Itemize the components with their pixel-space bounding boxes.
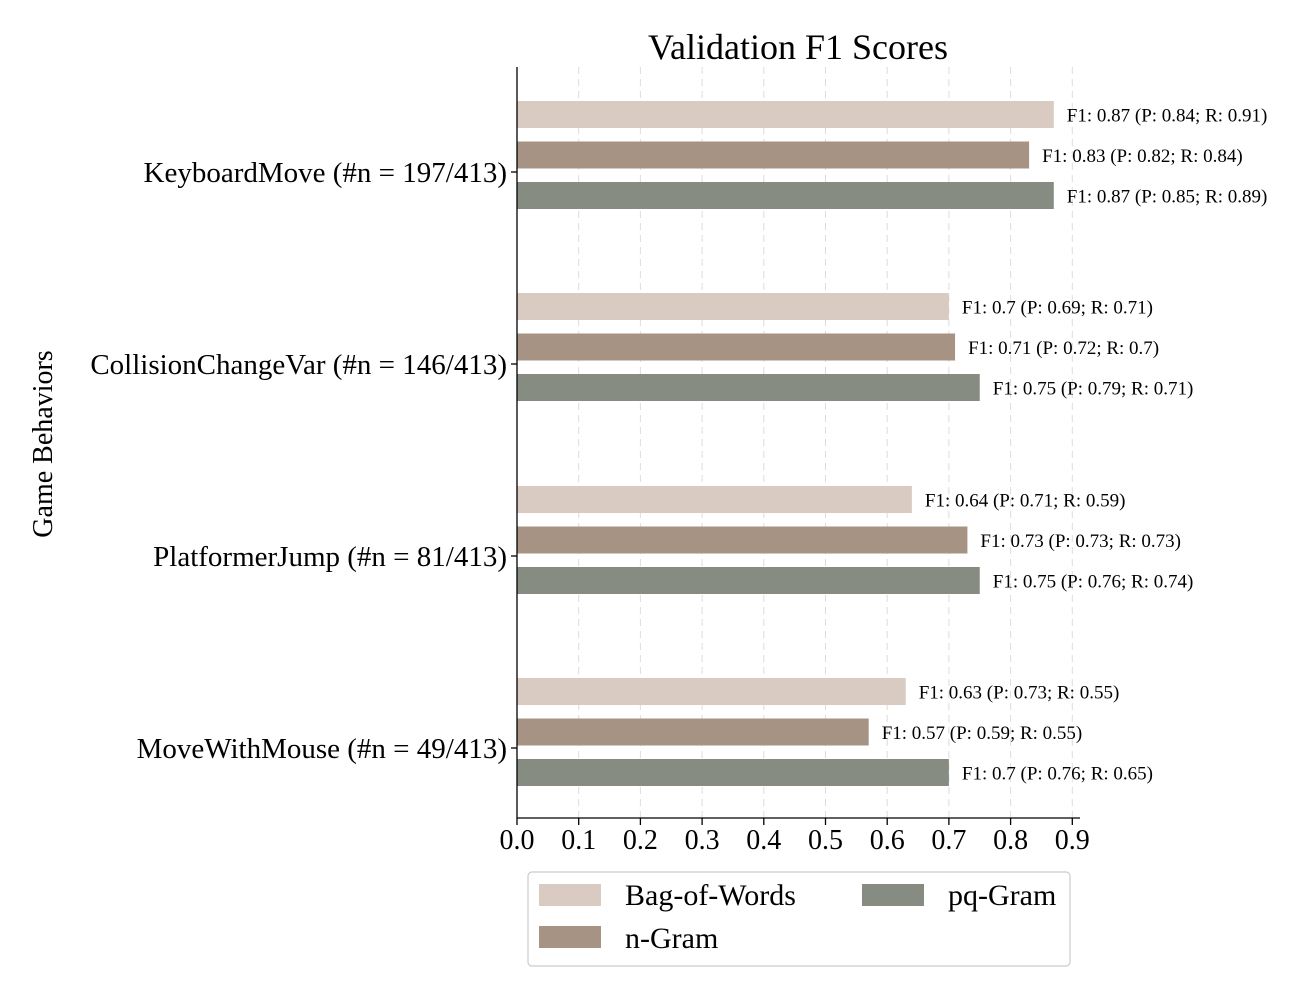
x-tick-label: 0.8 bbox=[993, 825, 1028, 856]
x-tick-label: 0.7 bbox=[931, 825, 966, 856]
x-tick-label: 0.2 bbox=[623, 825, 658, 856]
x-tick-label: 0.5 bbox=[808, 825, 843, 856]
bar-pq-gram-platformerjump bbox=[517, 567, 980, 594]
bar-value-label: F1: 0.75 (P: 0.76; R: 0.74) bbox=[993, 572, 1194, 593]
bar-value-label: F1: 0.71 (P: 0.72; R: 0.7) bbox=[968, 338, 1159, 359]
bar-value-label: F1: 0.7 (P: 0.76; R: 0.65) bbox=[962, 764, 1153, 785]
bar-bag-of-words-platformerjump bbox=[517, 486, 912, 513]
y-axis-label: Game Behaviors bbox=[28, 350, 59, 537]
bars bbox=[517, 101, 1054, 786]
bar-value-label: F1: 0.73 (P: 0.73; R: 0.73) bbox=[980, 531, 1181, 552]
legend-swatch-bag-of-words bbox=[539, 884, 601, 906]
x-tick-label: 0.1 bbox=[561, 825, 596, 856]
bar-pq-gram-keyboardmove bbox=[517, 182, 1054, 209]
x-tick-label: 0.4 bbox=[746, 825, 781, 856]
grid-lines bbox=[578, 67, 1073, 818]
legend: Bag-of-Words n-Gram pq-Gram bbox=[527, 871, 1071, 967]
bar-bag-of-words-movewithmouse bbox=[517, 678, 906, 705]
bar-value-label: F1: 0.7 (P: 0.69; R: 0.71) bbox=[962, 298, 1153, 319]
bar-bag-of-words-keyboardmove bbox=[517, 101, 1054, 128]
x-axis-ticks: 0.0 0.1 0.2 0.3 0.4 0.5 0.6 0.7 0.8 0.9 bbox=[500, 818, 1090, 856]
bar-value-label: F1: 0.83 (P: 0.82; R: 0.84) bbox=[1042, 146, 1243, 167]
category-label-collisionchangevar: CollisionChangeVar (#n = 146/413) bbox=[90, 349, 507, 381]
x-tick-label: 0.6 bbox=[870, 825, 905, 856]
x-tick-label: 0.3 bbox=[685, 825, 720, 856]
legend-label-n-gram: n-Gram bbox=[625, 922, 718, 955]
legend-label-pq-gram: pq-Gram bbox=[948, 879, 1056, 912]
bar-n-gram-platformerjump bbox=[517, 526, 968, 554]
chart-title: Validation F1 Scores bbox=[648, 27, 948, 67]
category-label-keyboardmove: KeyboardMove (#n = 197/413) bbox=[144, 157, 507, 189]
axes bbox=[516, 67, 1080, 819]
bar-value-label: F1: 0.87 (P: 0.85; R: 0.89) bbox=[1067, 187, 1268, 208]
bar-value-labels: F1: 0.87 (P: 0.84; R: 0.91) F1: 0.7 (P: 0… bbox=[882, 106, 1268, 785]
bar-value-label: F1: 0.87 (P: 0.84; R: 0.91) bbox=[1067, 106, 1268, 127]
bar-value-label: F1: 0.75 (P: 0.79; R: 0.71) bbox=[993, 379, 1194, 400]
bar-value-label: F1: 0.64 (P: 0.71; R: 0.59) bbox=[925, 491, 1126, 512]
category-label-movewithmouse: MoveWithMouse (#n = 49/413) bbox=[137, 733, 507, 765]
bar-n-gram-movewithmouse bbox=[517, 718, 869, 746]
legend-box bbox=[527, 871, 1071, 967]
bar-value-label: F1: 0.63 (P: 0.73; R: 0.55) bbox=[919, 683, 1120, 704]
bar-pq-gram-collisionchangevar bbox=[517, 374, 980, 401]
bar-n-gram-keyboardmove bbox=[517, 141, 1030, 169]
x-tick-label: 0.0 bbox=[500, 825, 535, 856]
category-labels: KeyboardMove (#n = 197/413) CollisionChan… bbox=[90, 157, 517, 765]
legend-label-bag-of-words: Bag-of-Words bbox=[625, 879, 796, 912]
bar-n-gram-collisionchangevar bbox=[517, 333, 956, 361]
category-label-platformerjump: PlatformerJump (#n = 81/413) bbox=[153, 541, 507, 573]
legend-swatch-pq-gram bbox=[862, 884, 924, 906]
legend-swatch-n-gram bbox=[539, 926, 601, 948]
x-tick-label: 0.9 bbox=[1055, 825, 1090, 856]
bar-bag-of-words-collisionchangevar bbox=[517, 293, 949, 320]
bar-pq-gram-movewithmouse bbox=[517, 759, 949, 786]
bar-value-label: F1: 0.57 (P: 0.59; R: 0.55) bbox=[882, 723, 1083, 744]
